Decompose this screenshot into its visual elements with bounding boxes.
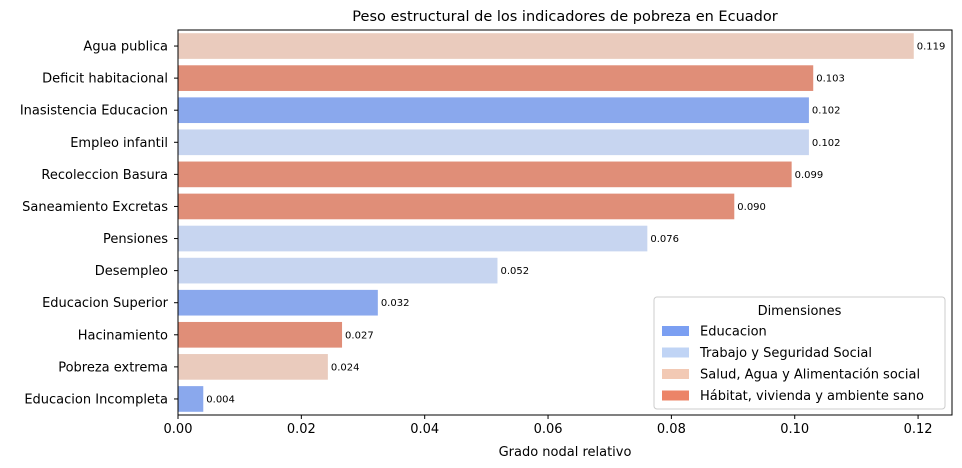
x-tick-label: 0.08 xyxy=(657,422,686,437)
legend-entry-label: Hábitat, vivienda y ambiente sano xyxy=(700,389,924,404)
y-tick-label: Educacion Incompleta xyxy=(24,392,168,407)
y-tick-label: Saneamiento Excretas xyxy=(22,200,168,215)
y-tick-label: Desempleo xyxy=(95,264,168,279)
data-label: 0.099 xyxy=(795,170,824,181)
data-label: 0.103 xyxy=(816,74,845,85)
x-tick-label: 0.00 xyxy=(164,422,193,437)
x-axis: 0.00 0.02 0.04 0.06 0.08 0.10 0.12 xyxy=(164,415,933,437)
legend-swatch xyxy=(662,347,689,358)
data-label: 0.102 xyxy=(812,106,841,117)
y-tick-label: Agua publica xyxy=(83,40,168,55)
legend-entry-label: Trabajo y Seguridad Social xyxy=(699,346,872,361)
bar xyxy=(178,257,498,284)
y-tick-label: Hacinamiento xyxy=(78,328,168,343)
legend-title: Dimensiones xyxy=(758,304,842,319)
legend-swatch xyxy=(662,369,689,379)
bar xyxy=(178,97,809,124)
legend-swatch xyxy=(662,390,689,401)
legend-entry-label: Salud, Agua y Alimentación social xyxy=(700,368,920,383)
data-label: 0.102 xyxy=(812,138,841,149)
bar xyxy=(178,321,343,348)
y-tick-label: Pobreza extrema xyxy=(58,360,168,375)
x-tick-label: 0.12 xyxy=(904,422,933,437)
x-axis-label: Grado nodal relativo xyxy=(499,445,632,460)
x-tick-label: 0.10 xyxy=(780,422,809,437)
plot-frame xyxy=(177,29,953,416)
legend-box xyxy=(653,296,946,410)
y-tick-label: Pensiones xyxy=(103,232,168,247)
data-label: 0.032 xyxy=(381,298,410,309)
data-label: 0.076 xyxy=(650,234,679,245)
bar xyxy=(178,193,735,220)
bar xyxy=(178,161,792,188)
legend-entry-label: Educacion xyxy=(700,325,767,340)
chart-title: Peso estructural de los indicadores de p… xyxy=(352,9,777,25)
bars-group: 0.119 0.103 0.102 0.102 0.099 0.090 0.076 0.052… xyxy=(178,33,945,412)
y-tick-label: Inasistencia Educacion xyxy=(20,104,168,119)
bar xyxy=(178,354,328,380)
bar xyxy=(178,65,814,91)
data-label: 0.119 xyxy=(917,42,946,53)
x-tick-label: 0.04 xyxy=(410,422,439,437)
bar xyxy=(178,289,378,316)
bar xyxy=(178,33,914,59)
data-label: 0.027 xyxy=(345,330,374,341)
legend: Dimensiones Educacion Trabajo y Seguridad … xyxy=(653,296,946,410)
data-label: 0.004 xyxy=(206,394,235,405)
y-tick-label: Deficit habitacional xyxy=(42,72,168,87)
legend-swatch xyxy=(662,326,689,336)
bar xyxy=(178,129,809,156)
y-tick-label: Recoleccion Basura xyxy=(41,168,168,183)
data-label: 0.024 xyxy=(331,362,360,373)
y-axis-labels: Agua publica Deficit habitacional Inasiste… xyxy=(20,40,178,407)
x-tick-label: 0.06 xyxy=(534,422,563,437)
bar xyxy=(178,386,204,412)
bar xyxy=(178,225,648,252)
data-label: 0.052 xyxy=(500,266,529,277)
y-tick-label: Empleo infantil xyxy=(70,136,168,151)
x-tick-label: 0.02 xyxy=(287,422,316,437)
y-tick-label: Educacion Superior xyxy=(42,296,169,311)
data-label: 0.090 xyxy=(737,202,766,213)
